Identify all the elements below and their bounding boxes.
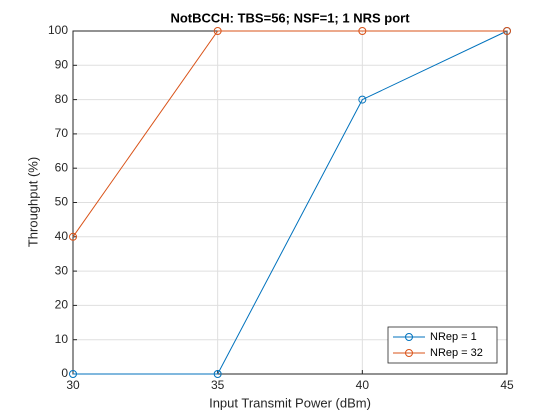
x-tick-label: 40 — [356, 378, 370, 392]
data-point — [69, 232, 77, 241]
legend-marker — [405, 333, 413, 341]
x-tick-label: 35 — [211, 378, 225, 392]
data-point — [69, 370, 77, 378]
x-tick-label: 45 — [500, 378, 514, 392]
series-line — [73, 30, 508, 375]
chart-title: NotBCCH: TBS=56; NSF=1; 1 NRS port — [170, 10, 410, 25]
y-tick-label: 70 — [55, 126, 69, 140]
y-tick-label: 50 — [55, 195, 69, 209]
data-point — [503, 27, 511, 35]
y-tick-label: 0 — [61, 366, 68, 380]
data-point — [358, 27, 367, 35]
y-tick-label: 90 — [55, 57, 69, 71]
x-axis-label: Input Transmit Power (dBm) — [209, 395, 371, 410]
y-tick-label: 100 — [48, 23, 68, 37]
y-tick-label: 80 — [55, 92, 69, 106]
legend-label: NRep = 1 — [430, 331, 477, 343]
data-point — [358, 95, 367, 104]
y-axis-label: Throughput (%) — [25, 157, 40, 247]
data-point — [213, 27, 222, 35]
data-point — [213, 370, 222, 378]
y-tick-label: 40 — [55, 229, 69, 243]
legend-box — [387, 326, 498, 364]
legend-label: NRep = 32 — [430, 347, 483, 359]
y-tick-label: 30 — [55, 263, 69, 277]
series-line — [72, 30, 507, 238]
legend-marker — [405, 349, 413, 357]
y-tick-label: 10 — [55, 332, 69, 346]
y-tick-label: 20 — [55, 298, 69, 312]
y-tick-label: 60 — [55, 160, 69, 174]
x-tick-label: 30 — [66, 378, 80, 392]
legend: NRep = 1 NRep = 32 — [387, 326, 498, 364]
